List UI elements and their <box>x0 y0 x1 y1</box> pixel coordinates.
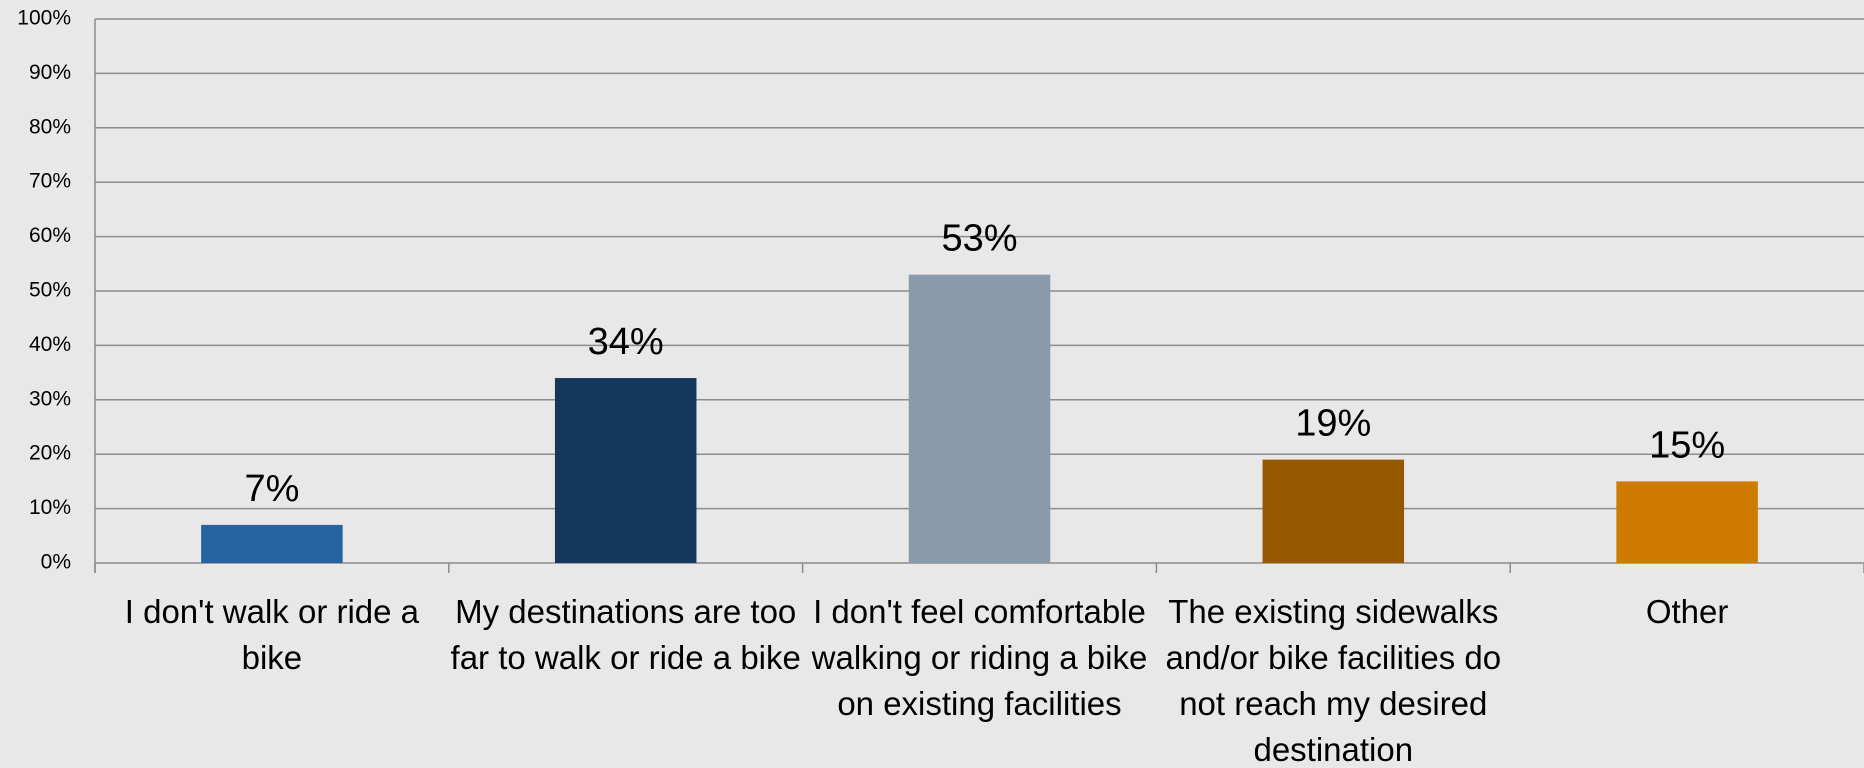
y-tick-label: 50% <box>29 279 71 302</box>
y-tick-label: 60% <box>29 224 71 247</box>
value-label: 15% <box>1649 424 1725 466</box>
x-tick-label: I don't walk or ride a bike <box>124 593 420 676</box>
value-label: 53% <box>941 218 1017 260</box>
x-tick-label: My destinations are too far to walk or r… <box>450 593 801 676</box>
value-label: 7% <box>244 468 299 510</box>
value-label: 19% <box>1295 403 1371 445</box>
bar <box>554 378 697 563</box>
y-tick-label: 40% <box>29 333 71 356</box>
y-tick-label: 70% <box>29 170 71 193</box>
y-tick-label: 0% <box>41 551 71 574</box>
y-tick-label: 90% <box>29 61 71 84</box>
bar <box>908 274 1051 563</box>
x-tick-label: The existing sidewalks and/or bike facil… <box>1165 593 1502 768</box>
y-tick-label: 30% <box>29 387 71 410</box>
y-tick-label: 100% <box>17 7 71 30</box>
bar <box>1616 481 1758 563</box>
y-tick-label: 20% <box>29 442 71 465</box>
x-tick-label: Other <box>1645 593 1729 630</box>
y-tick-label: 10% <box>29 496 71 519</box>
bar <box>201 524 343 563</box>
bar <box>1262 459 1405 563</box>
y-tick-label: 80% <box>29 115 71 138</box>
value-label: 34% <box>588 321 664 363</box>
x-tick-label: I don't feel comfortable walking or ridi… <box>811 593 1148 722</box>
